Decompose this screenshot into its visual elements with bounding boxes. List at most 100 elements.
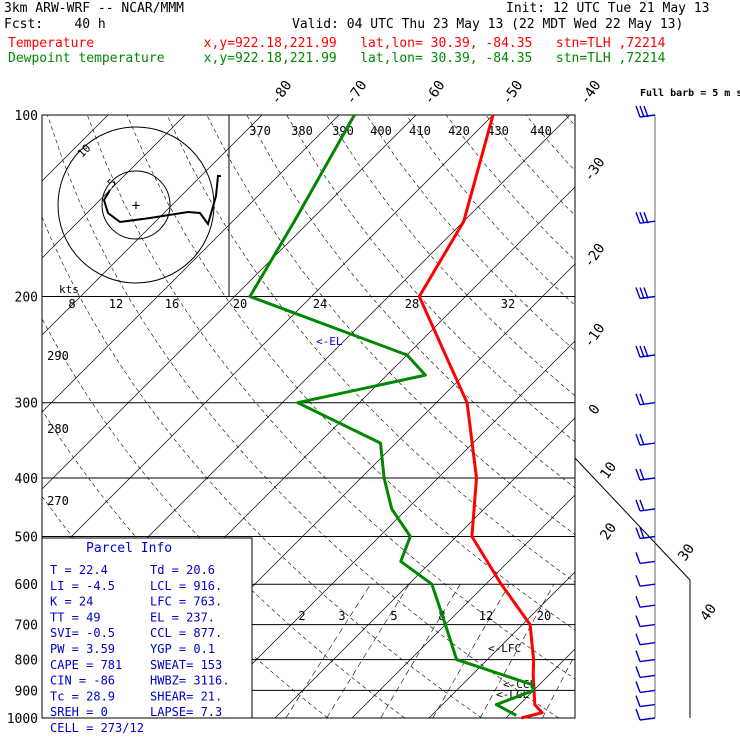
wind-barb [635,650,656,663]
dry-adiabat [445,115,575,261]
barb-area-edge [574,457,691,581]
dry-adiabat [725,115,740,718]
model-title: 3km ARW-WRF -- NCAR/MMM [4,1,185,16]
parcel-info-value: EL = 237. [150,610,215,624]
dry-adiabat [685,115,740,718]
temperature-profile [417,114,544,720]
lfc-annotation: <-LFC [488,642,521,655]
parcel-info-value: LFC = 763. [150,595,222,609]
pressure-label-700: 700 [15,619,38,634]
init-time: Init: 12 UTC Tue 21 May 13 [506,1,710,16]
parcel-info-value: T = 22.4 [50,563,108,577]
parcel-info-value: LCL = 916. [150,579,222,593]
wind-barb [635,468,656,481]
hodograph-inner-label: 10 [75,142,94,161]
theta-label: 280 [47,422,69,436]
mixing-ratio-label: 2 [298,609,305,623]
isotherm-label: -20 [581,241,609,271]
isotherm-label: -70 [343,78,371,108]
isotherm-label: 0 [586,402,604,418]
pressure-label-400: 400 [15,472,38,487]
mixing-ratio-line [542,654,575,718]
hodograph-ring-label: 12 [109,297,123,311]
wind-barb [635,552,656,565]
lcl-annotation: <-LCL [496,688,529,701]
wind-barb [635,393,656,406]
isotherm [505,648,575,718]
el-annotation: <-EL [316,335,343,348]
isotherm-label: -80 [268,78,296,108]
parcel-info-value: SVI= -0.5 [50,626,115,640]
dry-adiabat [246,115,575,489]
pressure-label-600: 600 [15,578,38,593]
wind-barb [635,595,656,608]
wind-barb [635,574,656,587]
pressure-label-300: 300 [15,397,38,412]
dry-adiabat [206,115,575,536]
isotherm-label: 10 [597,459,620,482]
mixing-ratio-line [432,584,510,718]
mixing-ratio-label: 12 [479,609,493,623]
wind-barb [635,615,656,628]
hodograph-center: + [132,198,140,214]
hodograph-trace [102,175,221,227]
dry-adiabat [485,115,575,216]
wind-barb [635,708,656,721]
isotherm [42,115,186,259]
mixing-ratio-label: 20 [537,609,551,623]
dry-adiabat [126,115,575,631]
isotherm [351,494,575,718]
hodograph-ring-label: 8 [68,297,75,311]
mixing-ratio-label: 3 [338,609,345,623]
parcel-info-value: Tc = 28.9 [50,689,115,703]
hodograph-ring-label: 24 [313,297,327,311]
isotherm [197,340,575,718]
mixing-ratio-line [326,584,410,718]
theta-label: 270 [47,494,69,508]
wind-barb [635,499,656,512]
parcel-info-value: SHEAR= 21. [150,689,222,703]
parcel-info-value: LAPSE= 7.3 [150,705,222,719]
dewpoint-legend: Dewpoint temperature x,y=922.18,221.99 l… [8,51,666,66]
pressure-label-800: 800 [15,654,38,669]
theta-label: 290 [47,349,69,363]
wind-barb [635,666,656,679]
dry-adiabat [326,115,575,397]
wind-barb [635,681,656,694]
dry-adiabat [286,115,575,443]
theta-label: 410 [409,124,431,138]
pressure-label-100: 100 [15,109,38,124]
isotherm [42,115,417,490]
hodograph-ring-inner [101,170,171,240]
pressure-label-1000: 1000 [7,712,38,727]
hodograph-ring-label: 32 [501,297,515,311]
theta-label: 380 [291,124,313,138]
parcel-info-value: Td = 20.6 [150,563,215,577]
pressure-label-200: 200 [15,291,38,306]
parcel-info-value: CIN = -86 [50,674,115,688]
isotherm [428,571,575,718]
wind-barb [635,211,656,224]
isotherm-label: -50 [499,78,527,108]
theta-label: 370 [249,124,271,138]
parcel-info-title: Parcel Info [86,541,172,556]
hodograph-ring-label: 20 [233,297,247,311]
theta-label: 420 [448,124,470,138]
wind-barb [635,345,656,358]
ccl-annotation: <-CCL [503,678,536,691]
forecast-hour: Fcst: 40 h [4,17,106,32]
wind-barb [635,433,656,446]
dry-adiabat [47,115,559,718]
dry-adiabat [565,115,575,126]
parcel-info-value: TT = 49 [50,610,101,624]
pressure-label-900: 900 [15,684,38,699]
parcel-info-value: CELL = 273/12 [50,721,144,735]
mixing-ratio-line [285,584,371,718]
dry-adiabat [166,115,575,583]
full-barb-label: Full barb = 5 m s⁻¹ [640,88,740,99]
isotherm-label: -10 [581,321,609,351]
theta-label: 430 [487,124,509,138]
dry-adiabat [87,115,575,680]
isotherm-label: -40 [577,78,605,108]
